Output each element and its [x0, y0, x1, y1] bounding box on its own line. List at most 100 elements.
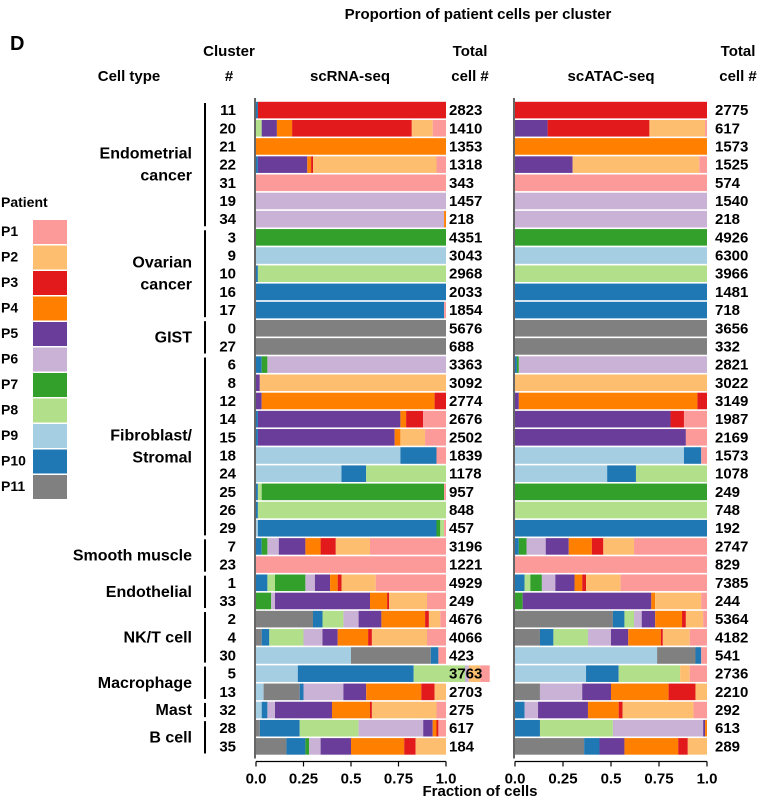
total-cell-count: 457 — [449, 520, 474, 537]
group-label: Ovarian — [132, 255, 192, 272]
bar-segment-p7 — [261, 538, 268, 555]
legend-label-p1: P1 — [1, 223, 18, 239]
bar-segment-p1 — [480, 665, 490, 682]
bar-segment-p1 — [444, 483, 446, 501]
bar-segment-p10 — [515, 719, 540, 737]
x-tick-label: 1.0 — [697, 770, 718, 787]
bar-segment-p7 — [256, 592, 272, 610]
bar-segment-p1 — [703, 610, 707, 628]
cluster-number: 15 — [219, 429, 236, 446]
bar-segment-p6 — [541, 574, 556, 592]
bar-segment-p3 — [434, 392, 446, 410]
bar-segment-p8 — [267, 574, 275, 592]
bar-segment-p7 — [261, 356, 268, 373]
bar-segment-p2 — [680, 665, 690, 682]
bar-segment-p8 — [635, 465, 707, 482]
cluster-number: 34 — [219, 211, 236, 228]
bar-segment-p5 — [515, 410, 671, 428]
bar-segment-p1 — [436, 156, 446, 173]
bar-segment-p6 — [267, 701, 275, 719]
total-cell-count: 3656 — [715, 320, 748, 337]
bar-segment-p6 — [515, 192, 707, 210]
total-cell-count: 2968 — [449, 266, 482, 283]
bar-segment-p11 — [515, 610, 613, 628]
cluster-number: 32 — [219, 702, 236, 719]
bar-segment-p10 — [259, 719, 300, 737]
bar-segment-p2 — [685, 610, 704, 628]
bar-segment-p11 — [515, 683, 540, 701]
x-tick-label: 0.75 — [644, 770, 673, 787]
bar-segment-p10 — [256, 501, 258, 519]
total-cell-count: 617 — [715, 120, 740, 137]
bar-segment-p2 — [400, 429, 426, 446]
total-cell-count: 2033 — [449, 284, 482, 301]
bar-segment-p5 — [515, 119, 548, 137]
bar-segment-p2 — [649, 119, 706, 137]
bar-segment-p8 — [515, 501, 707, 519]
bar-segment-p3 — [387, 592, 389, 610]
bar-segment-p2 — [695, 683, 707, 701]
bar-segment-p7 — [436, 519, 441, 537]
bar-segment-p2 — [341, 574, 376, 592]
x-tick-label: 1.0 — [436, 770, 457, 787]
x-tick-label: 0.0 — [246, 770, 267, 787]
cluster-number: 24 — [219, 466, 236, 483]
total-cell-count: 2747 — [715, 538, 748, 555]
bar-segment-p10 — [313, 610, 323, 628]
bar-segment-p5 — [545, 538, 569, 555]
bar-segment-p2 — [603, 538, 635, 555]
bar-segment-p5 — [641, 610, 656, 628]
bar-segment-p1 — [444, 301, 446, 319]
total-cell-count: 1525 — [715, 157, 748, 174]
bar-segment-p11 — [256, 338, 446, 355]
bar-segment-p2 — [389, 592, 427, 610]
bar-segment-p8 — [366, 465, 446, 482]
bar-segment-p1 — [438, 719, 446, 737]
total-cell-count: 1410 — [449, 120, 482, 137]
bar-segment-p7 — [275, 574, 306, 592]
legend-label-p4: P4 — [1, 300, 18, 316]
bar-segment-p1 — [432, 119, 446, 137]
bar-segment-p1 — [683, 410, 707, 428]
total-cell-count: 2502 — [449, 429, 482, 446]
total-cell-count: 1318 — [449, 157, 482, 174]
bar-segment-p2 — [622, 701, 694, 719]
bar-segment-p3 — [337, 574, 342, 592]
legend-swatch-p4 — [33, 296, 67, 321]
bar-segment-p8 — [257, 265, 446, 282]
bar-segment-p2 — [434, 683, 446, 701]
bar-segment-p6 — [518, 356, 707, 373]
header-left-total-line2: cell # — [451, 68, 489, 85]
bar-segment-p8 — [539, 719, 613, 737]
bar-segment-p3 — [682, 610, 686, 628]
bar-segment-p9 — [256, 447, 401, 464]
bar-segment-p4 — [628, 629, 661, 646]
total-cell-count: 423 — [449, 647, 474, 664]
bar-segment-p5 — [278, 538, 306, 555]
bar-segment-p3 — [660, 629, 663, 646]
bar-segment-p3 — [515, 101, 707, 119]
bar-segment-p4 — [587, 701, 619, 719]
total-cell-count: 1854 — [449, 302, 483, 319]
bar-segment-p5 — [275, 592, 370, 610]
bar-segment-p10 — [400, 447, 437, 464]
bar-segment-p5 — [522, 592, 652, 610]
bar-segment-p1 — [693, 701, 707, 719]
bar-segment-p4 — [705, 719, 707, 737]
bar-segment-p6 — [587, 629, 611, 646]
bar-segment-p8 — [624, 610, 635, 628]
bar-segment-p9 — [256, 665, 298, 682]
legend-swatch-p11 — [33, 475, 67, 499]
bar-segment-p6 — [267, 356, 446, 373]
total-cell-count: 1987 — [715, 411, 748, 428]
bar-segment-p3 — [320, 538, 336, 555]
bar-segment-p1 — [256, 556, 446, 573]
total-cell-count: 748 — [715, 502, 740, 519]
bar-segment-p10 — [256, 156, 258, 173]
legend-swatch-p2 — [33, 245, 67, 270]
bar-segment-p10 — [586, 665, 619, 682]
bar-segment-p3 — [436, 719, 439, 737]
header-left-total-line1: Total — [453, 43, 488, 60]
bar-segment-p5 — [257, 156, 308, 173]
